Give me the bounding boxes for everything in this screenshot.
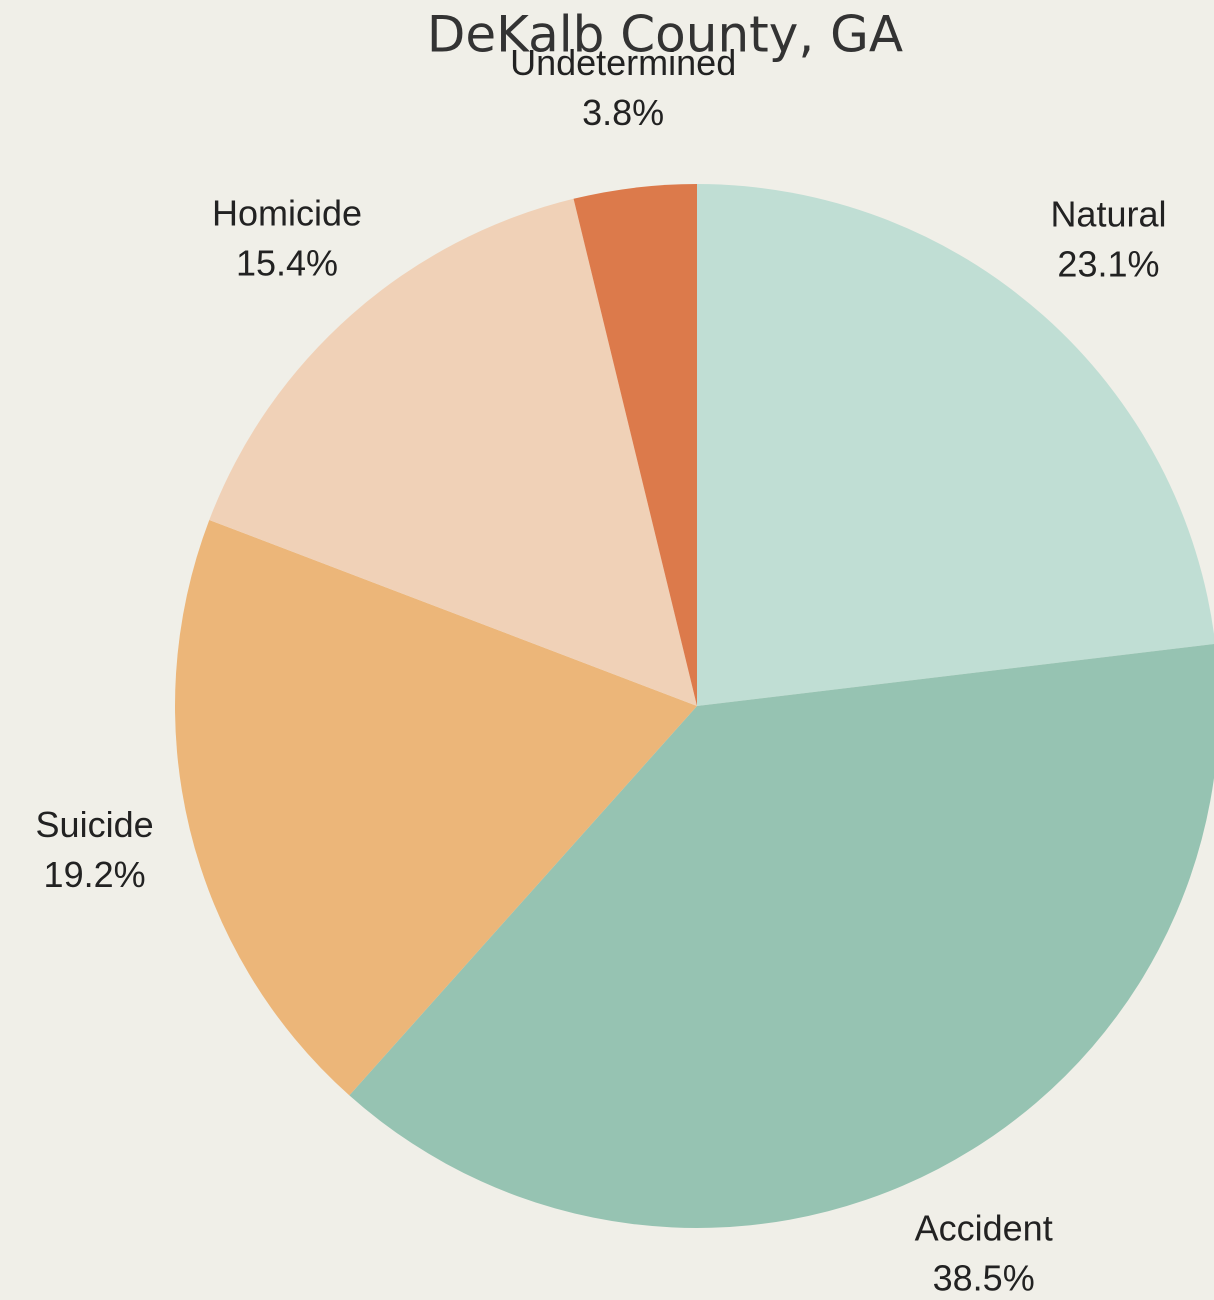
pie-slice bbox=[573, 184, 697, 706]
pie-slice bbox=[209, 198, 698, 707]
slice-label: Homicide bbox=[212, 192, 362, 233]
chart-title: DeKalb County, GA bbox=[427, 6, 903, 64]
slice-value: 3.8% bbox=[582, 92, 664, 133]
slice-label: Undetermined bbox=[510, 42, 736, 83]
pie-slice bbox=[349, 643, 1214, 1228]
slice-value: 15.4% bbox=[236, 242, 338, 283]
pie-slice bbox=[697, 184, 1214, 706]
slice-value: 38.5% bbox=[933, 1257, 1035, 1298]
pie-slice bbox=[174, 519, 698, 1096]
slice-label: Accident bbox=[915, 1207, 1053, 1248]
slice-label: Natural bbox=[1050, 194, 1166, 235]
slice-value: 23.1% bbox=[1057, 244, 1159, 285]
slice-label: Suicide bbox=[36, 804, 154, 845]
slice-value: 19.2% bbox=[44, 854, 146, 895]
